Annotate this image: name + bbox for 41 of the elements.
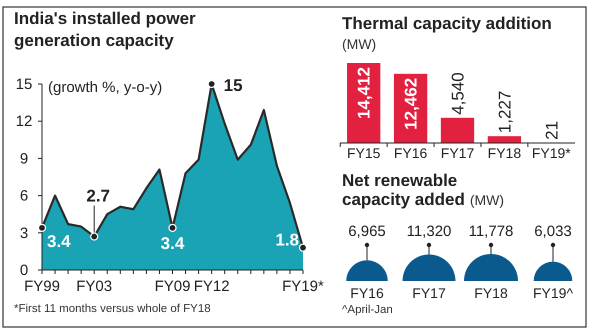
x-tick-label: FY12 (194, 278, 230, 295)
data-label: 11,778 (468, 223, 514, 240)
y-tick-label: 15 (16, 76, 32, 93)
x-tick-label: FY15 (346, 145, 381, 161)
category-label: FY19^ (532, 285, 574, 301)
y-tick-label: 3 (20, 224, 28, 242)
data-label: 1.8 (275, 230, 299, 250)
chart-title: India's installed power generation capacity (14, 9, 196, 50)
chart-subtitle: (MW) (342, 36, 376, 52)
x-tick-label: FY18 (488, 145, 522, 161)
chart-title: Thermal capacity addition (342, 14, 552, 33)
data-label: 11,320 (406, 223, 452, 240)
x-tick-label: FY99 (24, 278, 60, 295)
x-tick-label: FY16 (394, 145, 428, 161)
x-tick-label: FY17 (440, 145, 474, 161)
data-label: 4,540 (448, 72, 468, 115)
data-label: 12,462 (402, 78, 421, 130)
chart-subtitle: (growth %, y-o-y) (48, 79, 162, 96)
bar (440, 118, 474, 143)
data-label: 1,227 (495, 90, 514, 134)
y-tick-label: 12 (16, 113, 32, 130)
y-tick-label: 6 (20, 188, 28, 205)
text: *First 11 months versus whole of FY18 (14, 303, 211, 315)
x-tick-label: FY19* (532, 145, 572, 161)
x-tick-label: FY03 (76, 278, 112, 295)
text: (MW) (470, 192, 504, 208)
data-label: 3.4 (160, 234, 185, 253)
data-label: 21 (542, 120, 562, 140)
y-tick-label: 9 (20, 150, 28, 168)
data-label: 3.4 (47, 232, 72, 251)
data-label: 2.7 (86, 186, 110, 206)
x-tick-label: FY09 (154, 278, 190, 295)
bar (488, 136, 522, 143)
data-label: 6,965 (348, 223, 386, 240)
x-tick-label: FY19* (282, 278, 324, 295)
data-label: 15 (224, 76, 243, 95)
y-tick-label: 0 (20, 262, 28, 279)
text: Net renewable capacity added (342, 171, 465, 209)
text: ^April-Jan (342, 304, 393, 316)
data-label: 6,033 (534, 223, 572, 240)
data-label: 14,412 (354, 67, 374, 119)
